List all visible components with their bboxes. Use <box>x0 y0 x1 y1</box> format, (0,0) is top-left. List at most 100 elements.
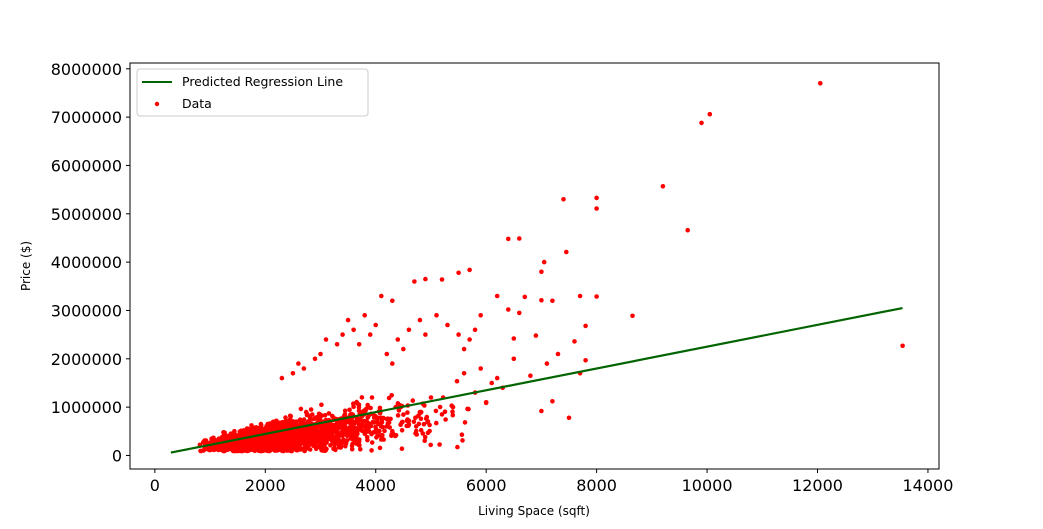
data-point <box>355 427 360 432</box>
data-point <box>412 279 417 284</box>
data-point <box>299 446 305 452</box>
y-tick-label: 8000000 <box>51 60 122 79</box>
data-point <box>283 415 288 420</box>
data-point <box>517 236 522 241</box>
data-point <box>351 419 357 425</box>
data-point <box>356 342 362 347</box>
data-point <box>329 430 335 436</box>
data-point <box>349 446 355 452</box>
data-point <box>341 437 346 443</box>
data-point <box>318 412 323 418</box>
data-point <box>312 440 317 446</box>
data-point <box>437 442 442 447</box>
data-point <box>290 371 296 376</box>
data-point <box>239 440 245 446</box>
data-point <box>245 441 251 446</box>
data-point <box>494 293 500 299</box>
data-point <box>379 293 384 299</box>
data-point <box>227 435 232 441</box>
data-point <box>395 413 401 418</box>
data-point <box>369 440 375 445</box>
data-point <box>233 434 239 440</box>
data-point <box>268 440 274 446</box>
data-point <box>460 438 465 443</box>
data-point <box>630 313 635 319</box>
data-point <box>539 298 544 303</box>
data-point <box>439 412 445 417</box>
y-tick-label: 7000000 <box>51 108 122 127</box>
data-point <box>330 439 335 444</box>
data-point <box>330 413 335 419</box>
data-point <box>333 447 338 453</box>
data-point <box>358 424 364 430</box>
data-point <box>303 440 309 446</box>
x-tick-label: 14000 <box>903 476 954 495</box>
data-point <box>539 269 544 275</box>
data-point <box>217 445 222 451</box>
data-point <box>423 332 428 337</box>
data-point <box>377 445 383 451</box>
data-point <box>334 342 340 347</box>
x-axis-label: Living Space (sqft) <box>478 504 590 518</box>
data-point <box>478 313 484 318</box>
data-point <box>290 446 295 452</box>
data-point <box>384 424 389 429</box>
y-tick-label: 2000000 <box>51 350 122 369</box>
data-point <box>539 408 544 414</box>
data-point <box>375 433 380 439</box>
data-point <box>489 380 495 386</box>
data-point <box>450 412 456 418</box>
data-point <box>417 409 423 415</box>
data-point <box>358 447 363 452</box>
data-point <box>356 416 362 422</box>
data-point <box>572 339 577 344</box>
data-point <box>522 294 528 300</box>
data-point <box>318 437 324 443</box>
data-point <box>410 398 416 403</box>
data-point <box>550 298 555 304</box>
data-point <box>331 422 337 428</box>
data-point <box>253 447 258 453</box>
data-point <box>561 197 566 202</box>
plot-background <box>130 63 939 469</box>
data-point <box>246 427 252 432</box>
data-point <box>434 420 439 426</box>
data-point <box>385 416 391 422</box>
y-tick-label: 5000000 <box>51 205 122 224</box>
data-point <box>375 420 381 425</box>
data-point <box>483 400 489 405</box>
data-point <box>355 431 360 437</box>
data-point <box>462 420 468 425</box>
data-point <box>308 407 314 412</box>
data-point <box>396 408 402 413</box>
data-point <box>301 417 307 422</box>
data-point <box>472 327 478 333</box>
data-point <box>374 428 379 433</box>
data-point <box>299 434 305 440</box>
data-point <box>248 431 254 436</box>
data-point <box>413 415 418 421</box>
data-point <box>456 270 461 276</box>
data-point <box>416 421 422 427</box>
data-point <box>699 120 704 126</box>
y-axis-ticks: 0 1000000 2000000 3000000 4000000 5000000 6000… <box>51 60 130 465</box>
data-point <box>427 422 432 428</box>
data-point <box>275 421 281 427</box>
data-point <box>818 81 823 86</box>
data-point <box>303 409 309 415</box>
x-tick-label: 4000 <box>355 476 396 495</box>
data-point <box>313 446 319 452</box>
data-point <box>465 406 470 412</box>
data-point <box>511 356 517 362</box>
data-point <box>336 445 342 450</box>
x-tick-label: 10000 <box>682 476 733 495</box>
data-point <box>428 442 434 448</box>
data-point <box>296 361 301 366</box>
data-point <box>594 294 599 299</box>
data-point <box>282 439 288 445</box>
y-tick-label: 0 <box>112 446 122 465</box>
data-point <box>315 423 321 429</box>
data-point <box>411 419 417 425</box>
data-point <box>359 395 365 400</box>
data-point <box>345 427 351 433</box>
